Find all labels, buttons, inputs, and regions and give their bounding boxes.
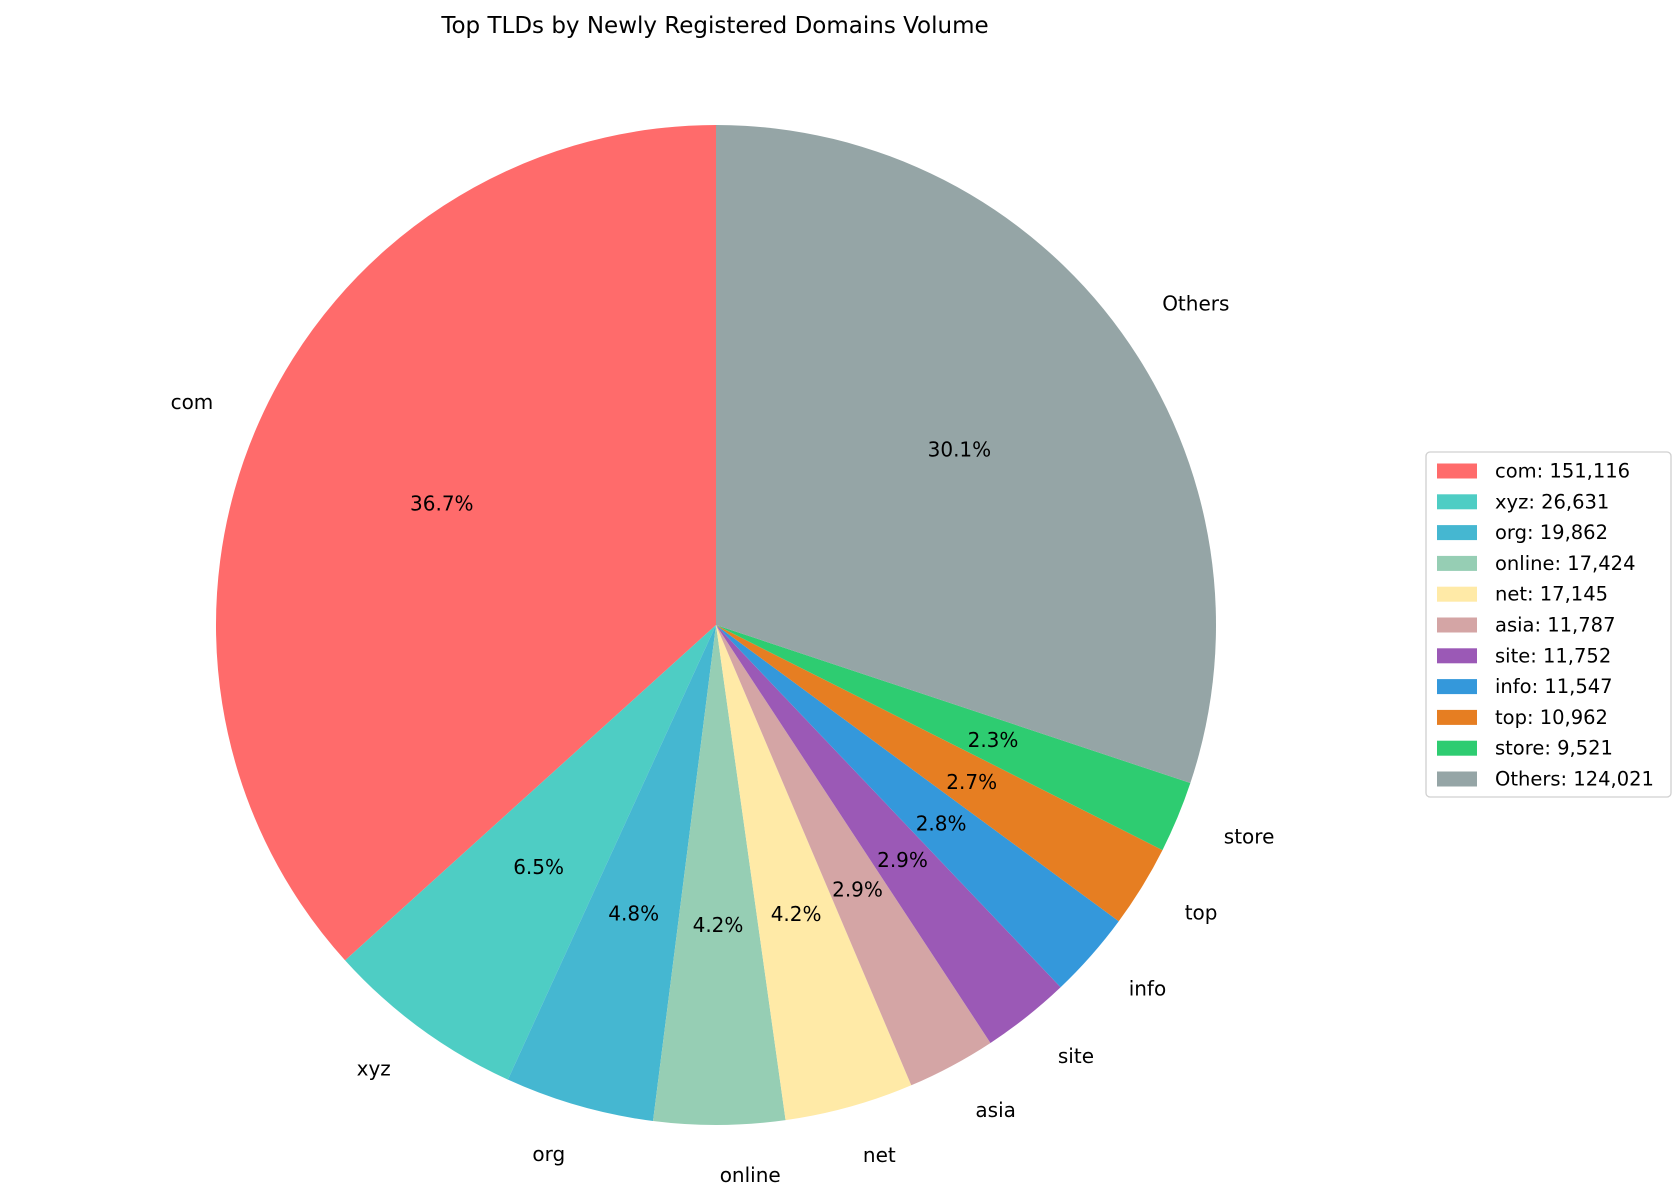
legend-label-others: Others: 124,021	[1495, 768, 1654, 791]
category-label-online: online	[720, 1163, 781, 1187]
category-label-info: info	[1129, 977, 1167, 1001]
category-labels: com xyz org online net asia site info top store Ot…	[171, 291, 1275, 1187]
pie-slice-asia	[716, 625, 991, 1086]
percent-label-top: 2.7%	[946, 770, 997, 794]
legend-swatch-top	[1437, 709, 1477, 725]
legend-label-info: info: 11,547	[1495, 675, 1613, 698]
chart-title: Top TLDs by Newly Registered Domains Vol…	[440, 13, 988, 39]
legend-swatch-asia	[1437, 617, 1477, 633]
legend-swatch-store	[1437, 740, 1477, 756]
legend-label-org: org: 19,862	[1495, 521, 1608, 544]
legend-label-store: store: 9,521	[1495, 737, 1613, 760]
pie-slices	[215, 125, 1217, 1126]
percent-label-org: 4.8%	[608, 902, 659, 926]
pie-slice-top	[716, 625, 1163, 922]
pie-slice-com	[215, 125, 717, 961]
category-label-store: store	[1224, 824, 1275, 848]
category-label-com: com	[171, 390, 214, 414]
category-label-others: Others	[1162, 291, 1229, 315]
percent-label-com: 36.7%	[410, 491, 474, 515]
legend-swatch-xyz	[1437, 494, 1477, 510]
legend-label-asia: asia: 11,787	[1495, 614, 1615, 637]
legend-swatch-org	[1437, 525, 1477, 541]
percent-label-others: 30.1%	[928, 438, 992, 462]
legend-swatch-com	[1437, 463, 1477, 479]
legend: com: 151,116 xyz: 26,631 org: 19,862 online…	[1425, 451, 1672, 798]
legend-swatch-info	[1437, 679, 1477, 695]
percent-label-site: 2.9%	[877, 848, 928, 872]
category-label-top: top	[1185, 901, 1218, 925]
category-label-org: org	[532, 1142, 565, 1166]
pie-slice-org	[507, 625, 716, 1122]
legend-swatch-site	[1437, 648, 1477, 664]
percent-label-store: 2.3%	[968, 728, 1019, 752]
legend-label-net: net: 17,145	[1495, 583, 1608, 606]
category-label-net: net	[863, 1143, 896, 1167]
pie-slice-net	[716, 625, 912, 1121]
legend-swatch-net	[1437, 586, 1477, 602]
pie-slice-online	[653, 625, 786, 1126]
legend-label-site: site: 11,752	[1495, 644, 1611, 667]
legend-items: com: 151,116 xyz: 26,631 org: 19,862 online…	[1437, 460, 1654, 791]
pie-slice-store	[716, 625, 1191, 851]
percent-label-xyz: 6.5%	[513, 855, 564, 879]
legend-label-top: top: 10,962	[1495, 706, 1608, 729]
legend-swatch-others	[1437, 771, 1477, 787]
percentage-labels: 36.7% 6.5% 4.8% 4.2% 4.2% 2.9% 2.9% 2.8% 2.7% 2.3…	[410, 438, 1018, 937]
percent-label-online: 4.2%	[693, 913, 744, 937]
category-label-site: site	[1058, 1044, 1094, 1068]
category-label-xyz: xyz	[357, 1057, 391, 1081]
pie-slice-site	[716, 625, 1061, 1043]
legend-swatch-online	[1437, 555, 1477, 571]
pie-slice-info	[716, 625, 1119, 988]
percent-label-asia: 2.9%	[832, 878, 883, 902]
legend-label-com: com: 151,116	[1495, 460, 1630, 483]
legend-label-online: online: 17,424	[1495, 552, 1635, 575]
percent-label-info: 2.8%	[916, 811, 967, 835]
pie-slice-xyz	[345, 625, 716, 1080]
pie-slice-others	[716, 125, 1217, 784]
category-label-asia: asia	[975, 1098, 1016, 1122]
legend-frame	[1425, 451, 1672, 798]
percent-label-net: 4.2%	[771, 902, 822, 926]
legend-label-xyz: xyz: 26,631	[1495, 490, 1609, 513]
